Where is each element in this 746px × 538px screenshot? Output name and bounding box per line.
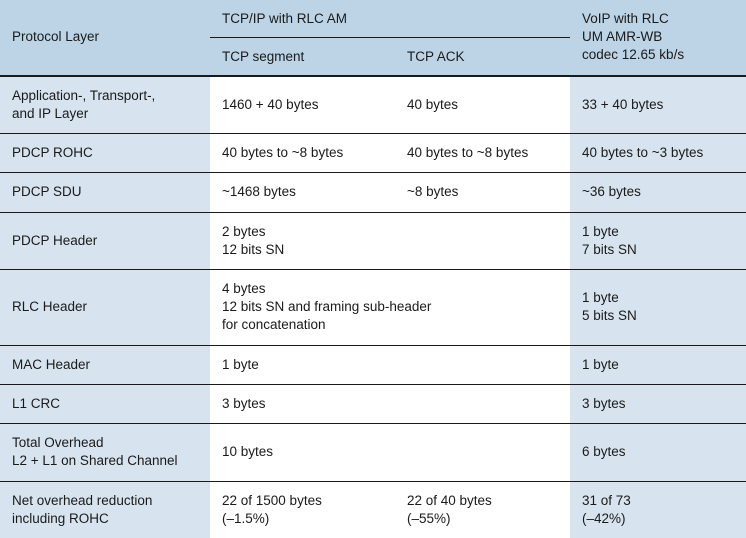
cell-tcp-segment: 22 of 1500 bytes(–1.5%) xyxy=(210,481,395,538)
cell-voip: 31 of 73(–42%) xyxy=(570,481,746,538)
protocol-overhead-table: Protocol LayerTCP/IP with RLC AMVoIP wit… xyxy=(0,0,746,538)
col-header-tcp-segment: TCP segment xyxy=(210,37,395,75)
cell-voip: 1 byte xyxy=(570,345,746,384)
table-row: PDCP Header2 bytes12 bits SN1 byte7 bits… xyxy=(0,212,746,269)
cell-tcp-segment: ~1468 bytes xyxy=(210,173,395,212)
cell-tcp-ack: 40 bytes xyxy=(395,76,570,134)
table-row: RLC Header4 bytes12 bits SN and framing … xyxy=(0,269,746,345)
cell-tcp-segment: 40 bytes to ~8 bytes xyxy=(210,134,395,173)
cell-voip: 1 byte5 bits SN xyxy=(570,269,746,345)
cell-voip: 1 byte7 bits SN xyxy=(570,212,746,269)
cell-tcp-segment: 1460 + 40 bytes xyxy=(210,76,395,134)
col-header-protocol-layer: Protocol Layer xyxy=(0,0,210,76)
cell-voip: 40 bytes to ~3 bytes xyxy=(570,134,746,173)
cell-merged: 4 bytes12 bits SN and framing sub-header… xyxy=(210,269,570,345)
cell-voip: ~36 bytes xyxy=(570,173,746,212)
col-header-voip: VoIP with RLCUM AMR-WBcodec 12.65 kb/s xyxy=(570,0,746,76)
table-row: PDCP SDU~1468 bytes~8 bytes~36 bytes xyxy=(0,173,746,212)
table-row: MAC Header1 byte1 byte xyxy=(0,345,746,384)
cell-voip: 33 + 40 bytes xyxy=(570,76,746,134)
cell-merged: 1 byte xyxy=(210,345,570,384)
row-label: Net overhead reductionincluding ROHC xyxy=(0,481,210,538)
table-row: Net overhead reductionincluding ROHC22 o… xyxy=(0,481,746,538)
cell-voip: 6 bytes xyxy=(570,424,746,481)
row-label: MAC Header xyxy=(0,345,210,384)
cell-voip: 3 bytes xyxy=(570,384,746,423)
col-header-tcpip: TCP/IP with RLC AM xyxy=(210,0,570,37)
cell-merged: 10 bytes xyxy=(210,424,570,481)
row-label: PDCP Header xyxy=(0,212,210,269)
cell-tcp-ack: 22 of 40 bytes(–55%) xyxy=(395,481,570,538)
table-row: L1 CRC3 bytes3 bytes xyxy=(0,384,746,423)
row-label: Total OverheadL2 + L1 on Shared Channel xyxy=(0,424,210,481)
row-label: RLC Header xyxy=(0,269,210,345)
row-label: L1 CRC xyxy=(0,384,210,423)
table-row: PDCP ROHC40 bytes to ~8 bytes40 bytes to… xyxy=(0,134,746,173)
cell-tcp-ack: 40 bytes to ~8 bytes xyxy=(395,134,570,173)
table-row: Total OverheadL2 + L1 on Shared Channel1… xyxy=(0,424,746,481)
row-label: Application-, Transport-,and IP Layer xyxy=(0,76,210,134)
row-label: PDCP SDU xyxy=(0,173,210,212)
row-label: PDCP ROHC xyxy=(0,134,210,173)
cell-merged: 3 bytes xyxy=(210,384,570,423)
cell-merged: 2 bytes12 bits SN xyxy=(210,212,570,269)
cell-tcp-ack: ~8 bytes xyxy=(395,173,570,212)
col-header-tcp-ack: TCP ACK xyxy=(395,37,570,75)
table-row: Application-, Transport-,and IP Layer146… xyxy=(0,76,746,134)
